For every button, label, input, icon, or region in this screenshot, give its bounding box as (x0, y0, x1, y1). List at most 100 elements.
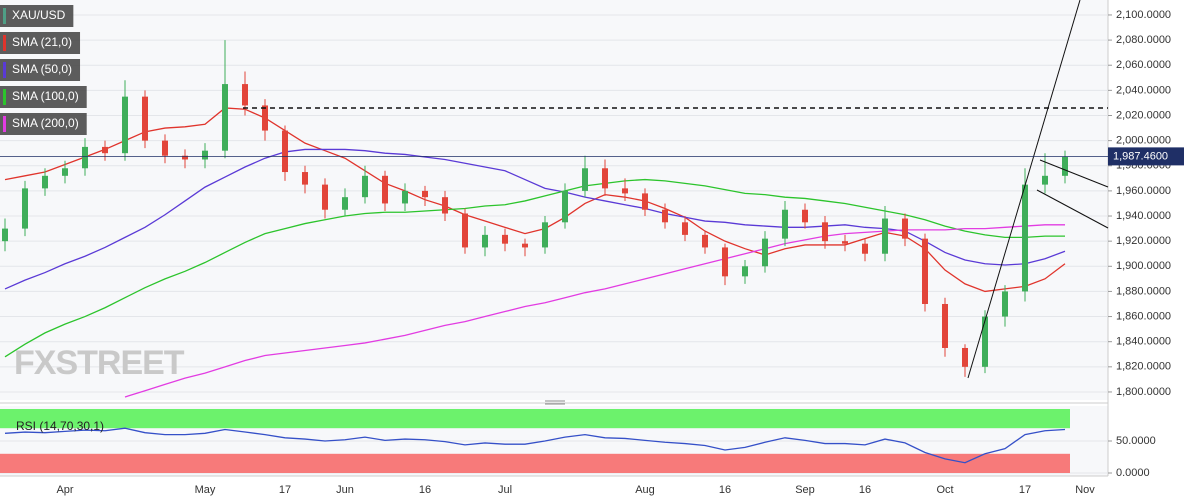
y-tick-label: 1,860.0000 (1116, 310, 1171, 322)
candle-body (142, 96, 148, 141)
candle-body (302, 172, 308, 185)
candle-body (682, 222, 688, 235)
candle-body (42, 175, 48, 189)
candle-body (942, 303, 948, 348)
y-tick-label: 2,020.0000 (1116, 109, 1171, 121)
series-line (4, 107, 1066, 293)
legend-box (0, 32, 81, 54)
candle-body (602, 168, 608, 189)
watermark: FXSTREET (14, 344, 185, 382)
legend-label: SMA (100,0) (12, 89, 79, 103)
x-tick-label: 16 (859, 484, 871, 496)
y-tick-label: 2,000.0000 (1116, 135, 1171, 147)
candle-body (742, 266, 748, 277)
candle-body (642, 193, 648, 210)
candle-body (102, 146, 108, 154)
trend-line (967, 0, 1081, 379)
candle-body (522, 243, 528, 248)
x-tick-label: Aug (635, 484, 655, 496)
y-tick-label: 1,940.0000 (1116, 210, 1171, 222)
candle-body (162, 140, 168, 156)
legend-swatch (3, 116, 6, 132)
legend-swatch (3, 89, 6, 105)
y-tick-label: 2,040.0000 (1116, 84, 1171, 96)
x-tick-label: May (195, 484, 216, 496)
candle-body (702, 234, 708, 248)
x-tick-label: Sep (795, 484, 815, 496)
legend-box (0, 5, 74, 27)
candle-body (342, 197, 348, 210)
candle-body (1042, 175, 1048, 185)
candle-body (1002, 291, 1008, 317)
separator-handle[interactable] (545, 400, 565, 405)
candle-body (782, 209, 788, 239)
candle-body (482, 234, 488, 248)
trend-line (1036, 189, 1109, 229)
candle-body (622, 188, 628, 194)
legend-label: XAU/USD (12, 8, 66, 22)
x-tick-label: 17 (1019, 484, 1031, 496)
last-price-label: 1,987.4600 (1113, 150, 1168, 162)
legend-label: RSI (14,70,30,1) (16, 419, 104, 433)
candle-body (282, 130, 288, 173)
series-line (4, 178, 1065, 358)
x-tick-label: 16 (719, 484, 731, 496)
candle-body (902, 218, 908, 239)
candle-body (222, 84, 228, 151)
candle-body (562, 190, 568, 223)
candle-body (402, 190, 408, 204)
x-tick-label: Oct (936, 484, 953, 496)
y-tick-label: 1,820.0000 (1116, 361, 1171, 373)
candle-body (322, 184, 328, 210)
candle-body (2, 228, 8, 242)
x-tick-label: Jul (498, 484, 512, 496)
candle-body (442, 197, 448, 214)
candle-body (202, 150, 208, 160)
series-line (124, 224, 1065, 398)
candle-body (542, 222, 548, 248)
candle-body (762, 238, 768, 267)
y-tick-label: 1,800.0000 (1116, 386, 1171, 398)
candle-body (362, 175, 368, 198)
legend-swatch (3, 35, 6, 51)
legend-label: SMA (50,0) (12, 62, 72, 76)
x-tick-label: Jun (336, 484, 354, 496)
legend-label: SMA (200,0) (12, 116, 79, 130)
last-price-box (1108, 147, 1184, 166)
y-tick-label: 1,840.0000 (1116, 336, 1171, 348)
series-line (4, 148, 1066, 290)
candle-body (1062, 156, 1068, 176)
legend-swatch (3, 62, 6, 78)
candle-body (382, 175, 388, 204)
candle-body (722, 247, 728, 277)
x-tick-label: Nov (1075, 484, 1095, 496)
y-tick-label: 2,100.0000 (1116, 9, 1171, 21)
candle-body (122, 96, 128, 154)
rsi-band (0, 453, 1070, 473)
y-tick-label: 50.0000 (1116, 435, 1156, 447)
candle-body (922, 238, 928, 304)
y-tick-label: 0.0000 (1116, 467, 1150, 479)
candle-body (62, 168, 68, 176)
candle-body (582, 168, 588, 191)
legend-label: SMA (21,0) (12, 35, 72, 49)
legend-box (0, 113, 87, 135)
candle-body (802, 209, 808, 223)
y-tick-label: 2,060.0000 (1116, 59, 1171, 71)
candle-body (862, 243, 868, 254)
candle-body (502, 234, 508, 244)
candle-body (22, 188, 28, 229)
x-tick-label: 16 (419, 484, 431, 496)
price-panel (0, 0, 1108, 400)
candle-body (1022, 184, 1028, 292)
legend-box (0, 59, 81, 81)
y-tick-label: 2,080.0000 (1116, 34, 1171, 46)
x-tick-label: Apr (56, 484, 73, 496)
candle-body (962, 347, 968, 367)
candle-body (662, 209, 668, 223)
candle-body (82, 146, 88, 169)
candle-body (462, 213, 468, 248)
candle-body (822, 222, 828, 242)
candle-body (882, 218, 888, 254)
legend-swatch (3, 8, 6, 24)
